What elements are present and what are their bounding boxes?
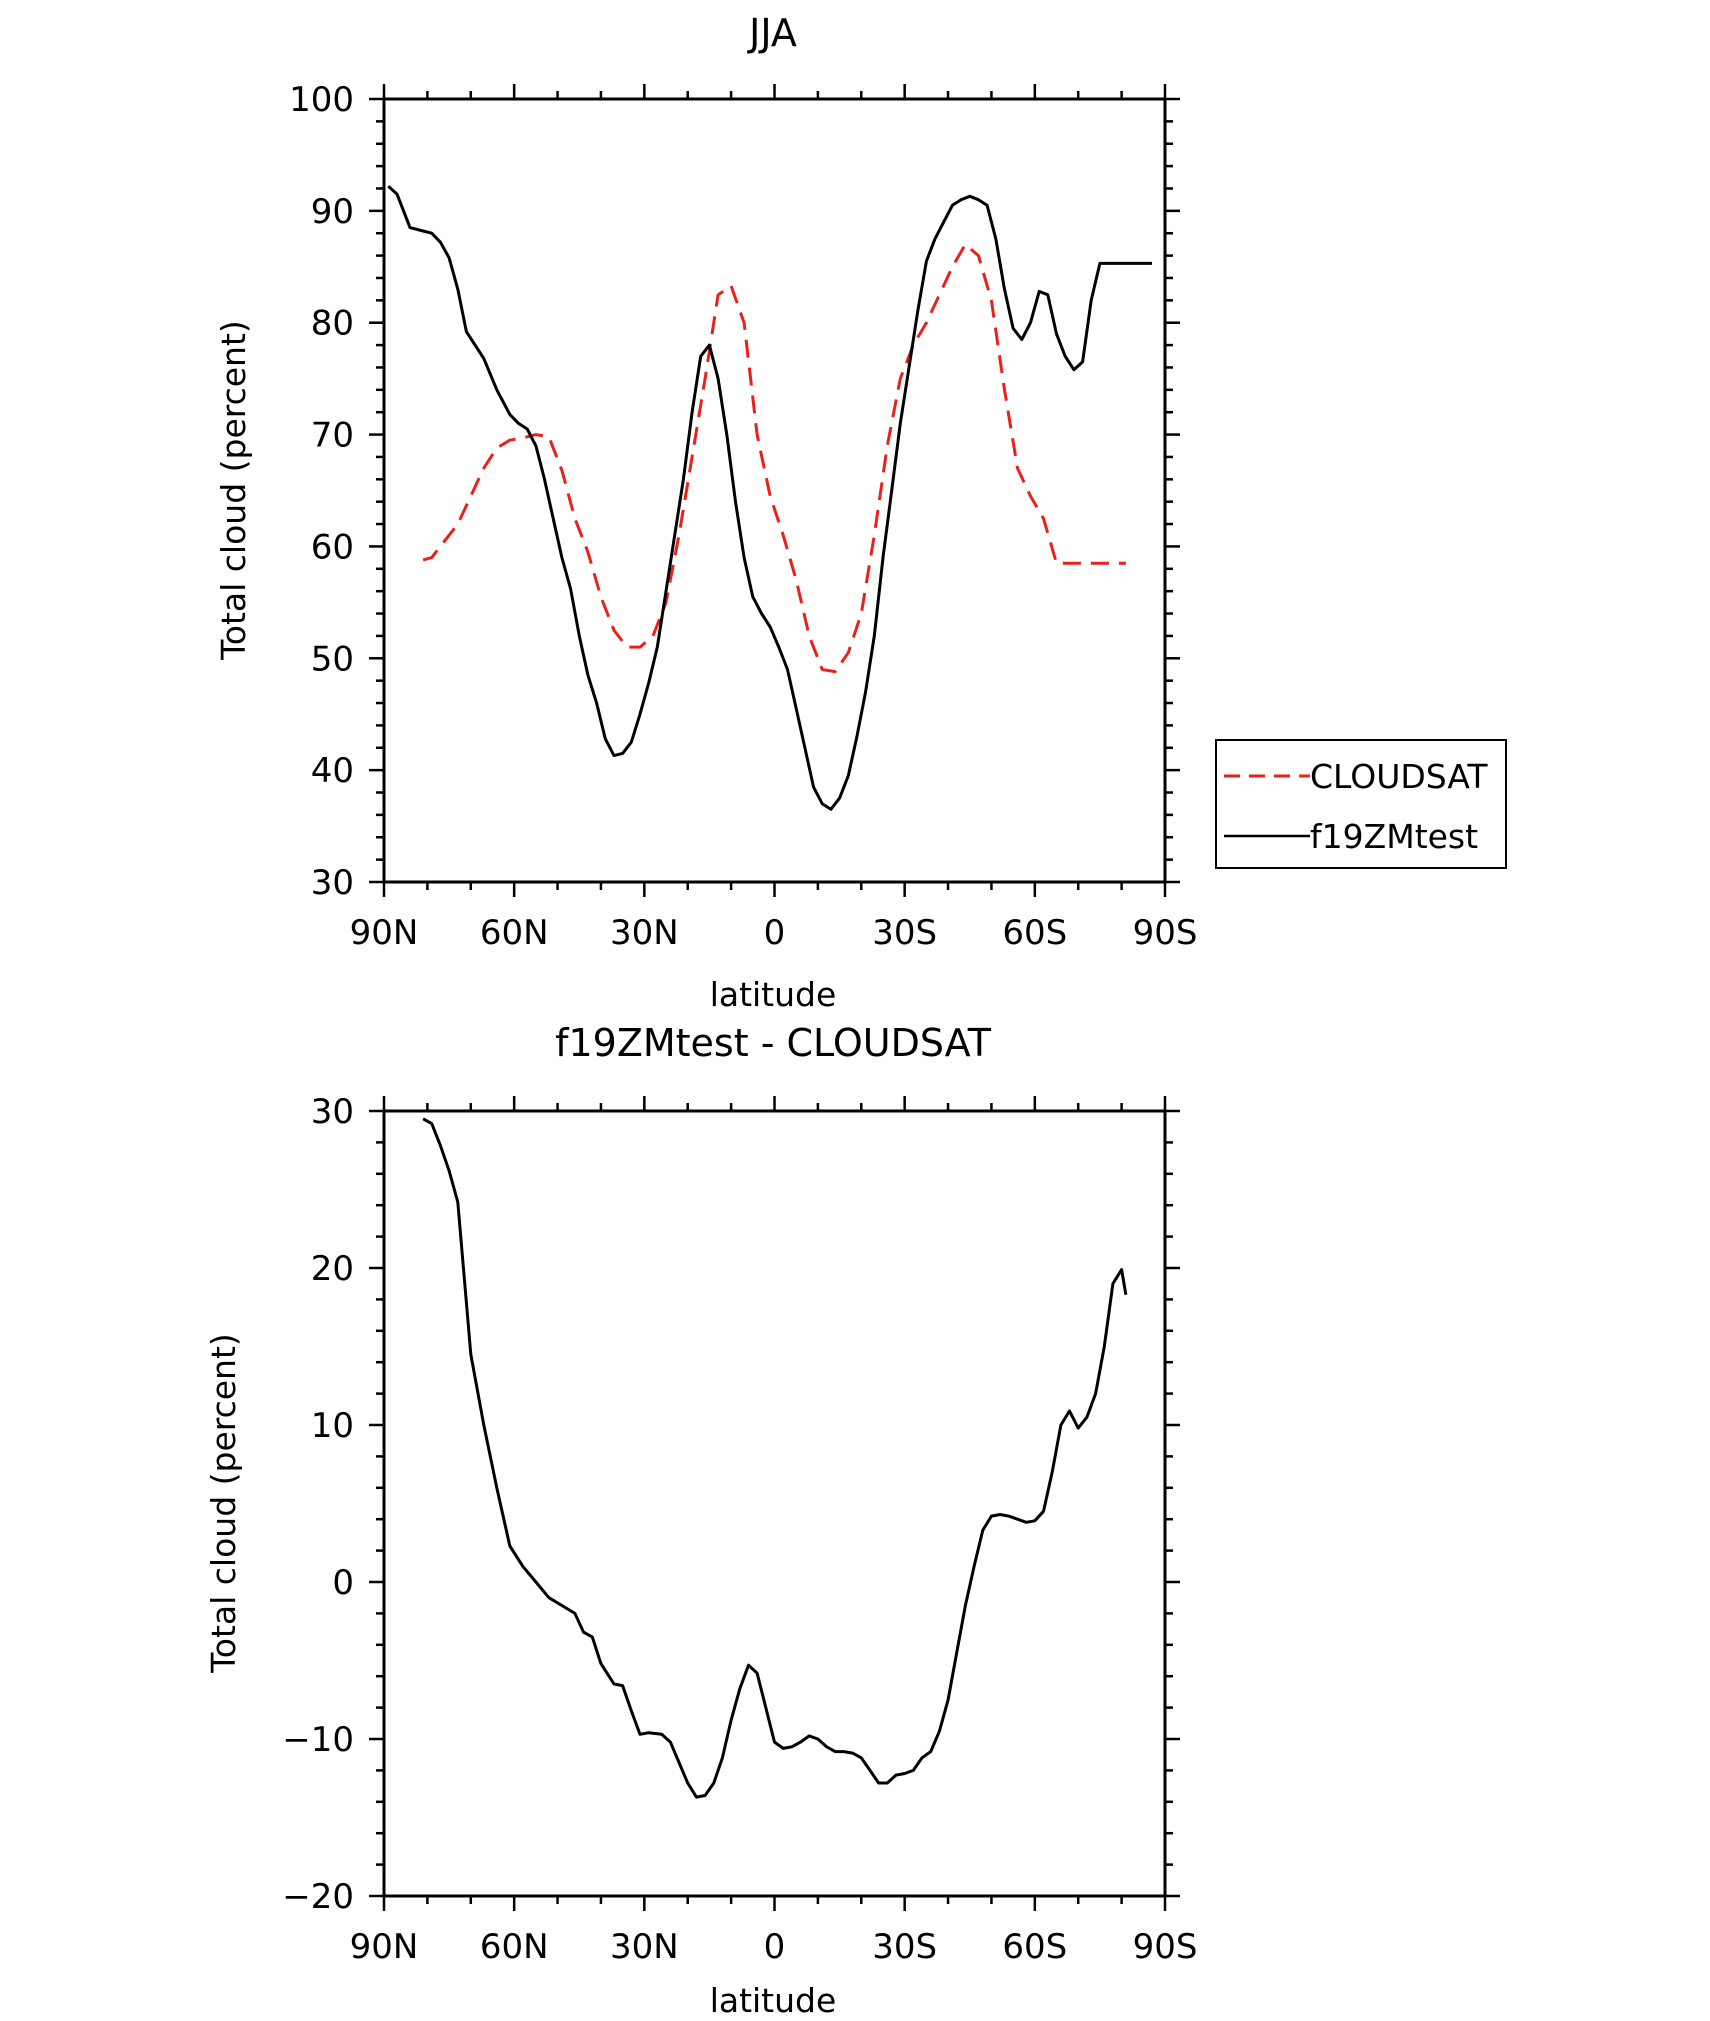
x-tick-label: 30N: [610, 913, 679, 953]
y-tick-label: 10: [311, 1406, 354, 1446]
y-tick-label: 20: [311, 1249, 354, 1289]
top-chart-title: JJA: [747, 11, 797, 55]
top-y-tick-labels: 100 90 80 70 60 50 40 30: [289, 80, 354, 903]
bottom-x-tick-labels: 90N 60N 30N 0 30S 60S 90S: [350, 1927, 1198, 1967]
x-tick-label: 30S: [872, 913, 937, 953]
y-tick-label: 100: [289, 80, 354, 120]
bottom-series-line-difference: [422, 1117, 1128, 1799]
x-tick-label: 30S: [872, 1927, 937, 1967]
top-axis-ticks: [369, 84, 1180, 897]
top-series-line-cloudsat: [422, 242, 1126, 674]
bottom-panel: f19ZMtest - CLOUDSAT 30 20 10 0 −10 −20 90N 60…: [204, 1021, 1197, 2020]
bottom-y-axis-label: Total cloud (percent): [204, 1333, 243, 1674]
bottom-y-tick-labels: 30 20 10 0 −10 −20: [282, 1092, 354, 1917]
bottom-axis-ticks: [369, 1096, 1180, 1911]
x-tick-label: 90N: [350, 1927, 419, 1967]
y-tick-label: 90: [311, 192, 354, 232]
y-tick-label: 60: [311, 527, 354, 567]
x-tick-label: 30N: [610, 1927, 679, 1967]
y-tick-label: −10: [282, 1720, 354, 1760]
y-tick-label: 30: [311, 863, 354, 903]
y-tick-label: −20: [282, 1877, 354, 1917]
x-tick-label: 90N: [350, 913, 419, 953]
x-tick-label: 60N: [480, 913, 549, 953]
y-tick-label: 80: [311, 304, 354, 344]
x-tick-label: 90S: [1133, 913, 1198, 953]
bottom-x-axis-label: latitude: [710, 1981, 837, 2020]
legend-box: [1215, 739, 1507, 869]
x-tick-label: 0: [764, 913, 786, 953]
y-tick-label: 30: [311, 1092, 354, 1132]
x-tick-label: 0: [764, 1927, 786, 1967]
x-tick-label: 60N: [480, 1927, 549, 1967]
y-tick-label: 40: [311, 751, 354, 791]
legend-label-f19zmtest: f19ZMtest: [1310, 817, 1478, 856]
legend: CLOUDSAT f19ZMtest: [1215, 739, 1507, 869]
y-tick-label: 70: [311, 416, 354, 456]
x-tick-label: 60S: [1002, 913, 1067, 953]
top-series-lines: [387, 185, 1152, 811]
x-tick-label: 60S: [1002, 1927, 1067, 1967]
top-x-tick-labels: 90N 60N 30N 0 30S 60S 90S: [350, 913, 1198, 953]
y-tick-label: 0: [332, 1563, 354, 1603]
x-tick-label: 90S: [1133, 1927, 1198, 1967]
top-x-axis-label: latitude: [710, 975, 837, 1014]
y-tick-label: 50: [311, 639, 354, 679]
top-series-line-f19zmtest: [387, 185, 1152, 811]
top-y-axis-label: Total cloud (percent): [214, 320, 253, 661]
legend-label-cloudsat: CLOUDSAT: [1310, 757, 1488, 796]
bottom-series-lines: [422, 1117, 1128, 1799]
bottom-chart-title: f19ZMtest - CLOUDSAT: [555, 1021, 992, 1065]
